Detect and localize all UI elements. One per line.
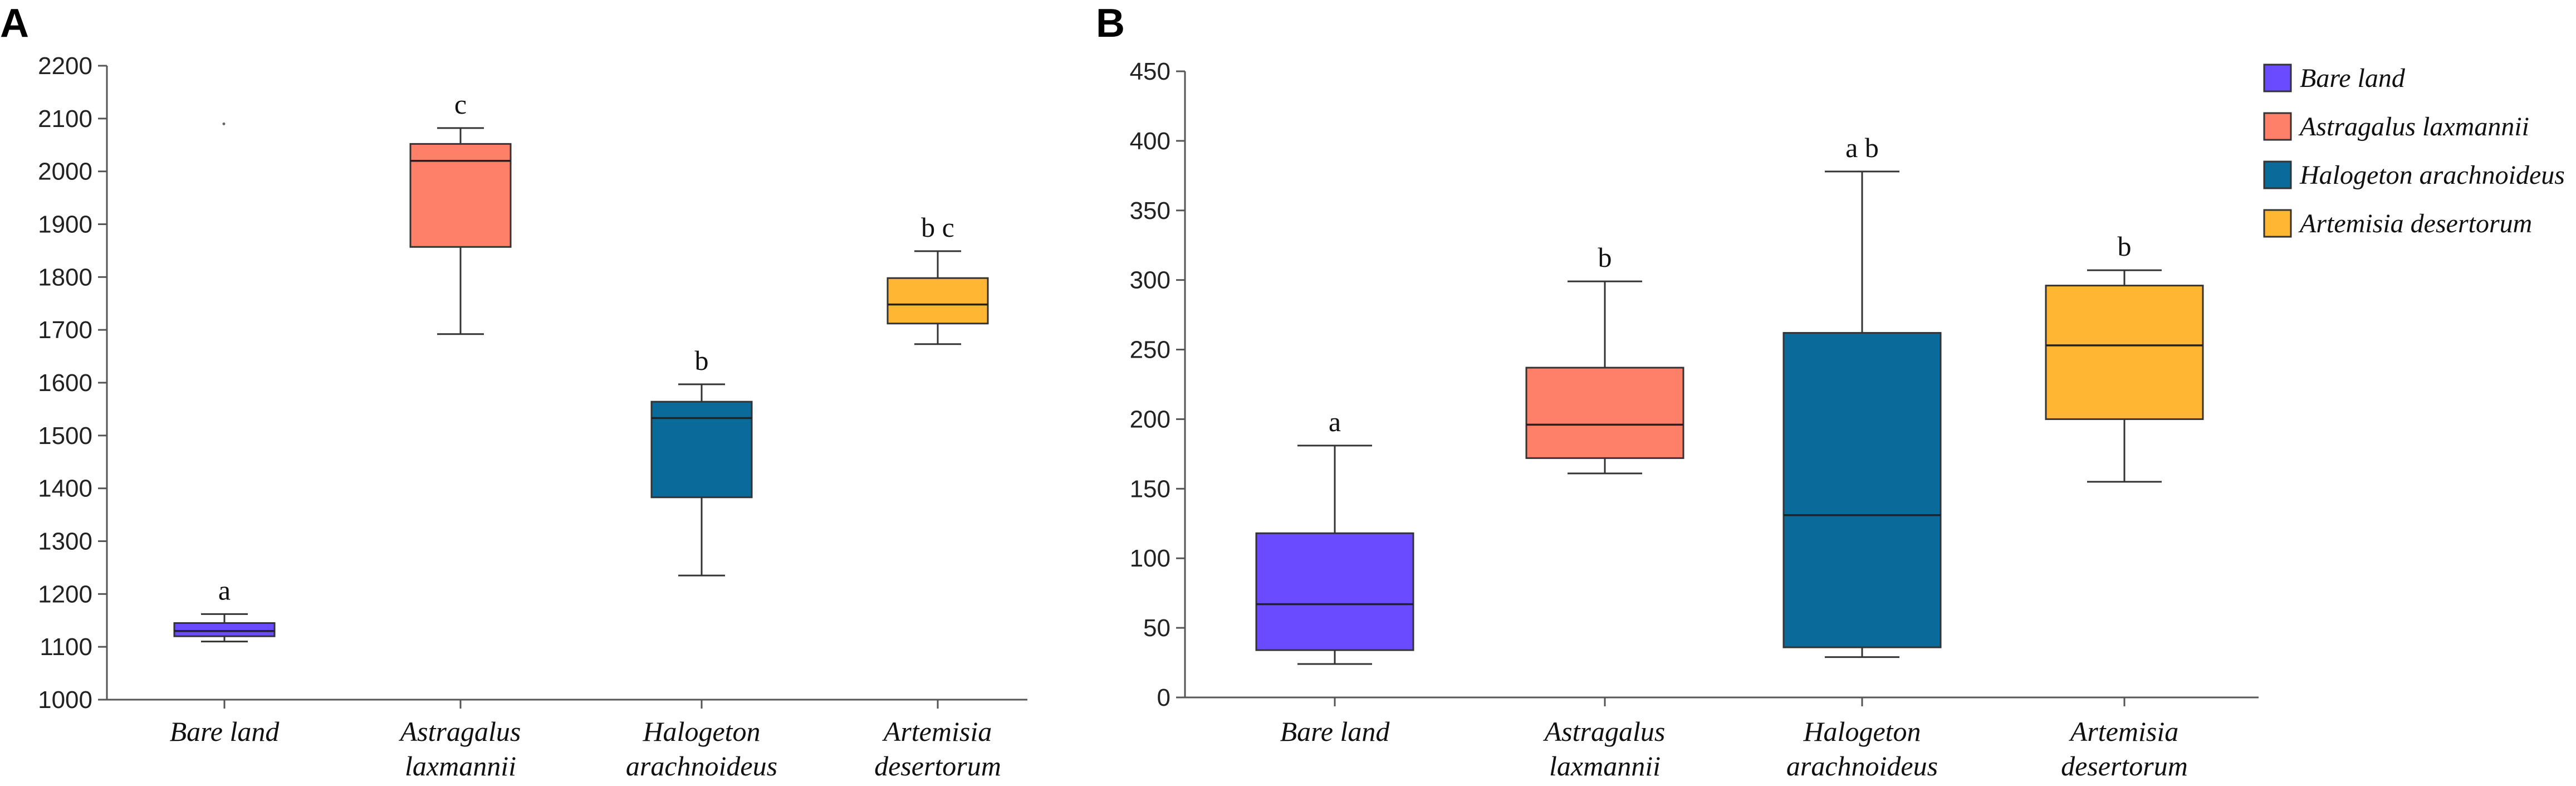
iqr-box [173,622,276,637]
significance-letter: b [2118,231,2132,262]
y-tick-label: 1200 [38,580,92,608]
x-category-label-line2: desertorum [874,750,1001,782]
y-tick-label: 1000 [38,686,92,714]
significance-letter: b [1598,242,1612,273]
x-category-label: Astragalus [1543,716,1666,747]
box-1: a [173,122,276,643]
x-category-label-line2: laxmannii [405,750,516,782]
y-tick-label: 2200 [38,52,92,80]
significance-letter: c [454,89,467,120]
legend-item: Bare land [2263,64,2406,93]
x-category-label-line2: laxmannii [1549,750,1661,782]
legend-swatch [2263,160,2292,189]
x-category-label: Artemisia [882,716,992,747]
x-category-label: Bare land [1280,716,1390,747]
x-category-label: Artemisia [2069,716,2178,747]
significance-letter: a b [1845,132,1879,163]
iqr-box [650,401,753,499]
legend-swatch [2263,64,2292,92]
y-tick-label: 1900 [38,211,92,238]
y-tick-label: 2100 [38,105,92,133]
iqr-box [409,143,512,248]
y-tick-label: 200 [1130,406,1171,433]
y-tick-label: 0 [1157,684,1171,711]
y-tick-label: 50 [1143,614,1171,642]
y-tick-label: 300 [1130,267,1171,294]
box-4: b [2045,231,2204,483]
y-tick-label: 1700 [38,316,92,344]
significance-letter: a [218,574,231,606]
x-category-label: Astragalus [399,716,521,747]
y-tick-label: 250 [1130,336,1171,364]
y-tick-label: 1800 [38,263,92,291]
box-chart-b: 0 50 100 150 200 250 300 350 400 450 Bare land Astr… [1130,58,2259,782]
box-chart-a: 1000 1100 1200 1300 1400 1500 1600 1700 1800 1900… [38,52,1027,782]
outlier-point [222,122,226,125]
box-2: c [409,89,512,335]
y-tick-label: 1500 [38,422,92,450]
y-tick-label: 400 [1130,128,1171,155]
x-category-label: Halogeton [1803,716,1921,747]
y-tick-label: 1600 [38,369,92,397]
legend: Bare land Astragalus laxmannii Halogeton a… [2263,64,2565,238]
significance-letter: b [695,345,709,376]
y-tick-label: 150 [1130,475,1171,502]
legend-swatch [2263,112,2292,141]
significance-letter: a [1329,406,1341,437]
box-4: b c [887,212,989,345]
y-tick-label: 2000 [38,158,92,185]
x-category-label-line2: arachnoideus [626,750,777,782]
legend-label: Halogeton arachnoideus [2299,160,2565,190]
iqr-box [1255,532,1414,651]
legend-item: Halogeton arachnoideus [2263,160,2565,190]
y-tick-label: 1400 [38,475,92,502]
x-category-label: Halogeton [642,716,760,747]
x-category-label-line2: desertorum [2061,750,2188,782]
y-tick-label: 1300 [38,528,92,555]
box-2: b [1525,242,1684,475]
legend-label: Artemisia desertorum [2298,209,2532,238]
panel-label-b: B [1096,1,1125,46]
y-tick-label: 1100 [40,633,92,661]
legend-item: Astragalus laxmannii [2263,112,2529,141]
iqr-box [1525,367,1684,459]
y-tick-label: 100 [1130,545,1171,572]
iqr-box [887,277,989,325]
panel-label-a: A [0,1,29,46]
box-3: a b [1782,132,1942,658]
box-1: a [1255,406,1414,665]
iqr-box [1782,332,1942,648]
legend-label: Bare land [2300,64,2406,93]
legend-label: Astragalus laxmannii [2298,112,2529,141]
iqr-box [2045,285,2204,420]
significance-letter: b c [921,212,954,243]
y-tick-label: 350 [1130,197,1171,224]
legend-swatch [2263,209,2292,238]
y-tick-label: 450 [1130,58,1171,85]
legend-item: Artemisia desertorum [2263,209,2532,238]
x-category-label: Bare land [170,716,280,747]
box-3: b [650,345,753,577]
x-category-label-line2: arachnoideus [1786,750,1938,782]
